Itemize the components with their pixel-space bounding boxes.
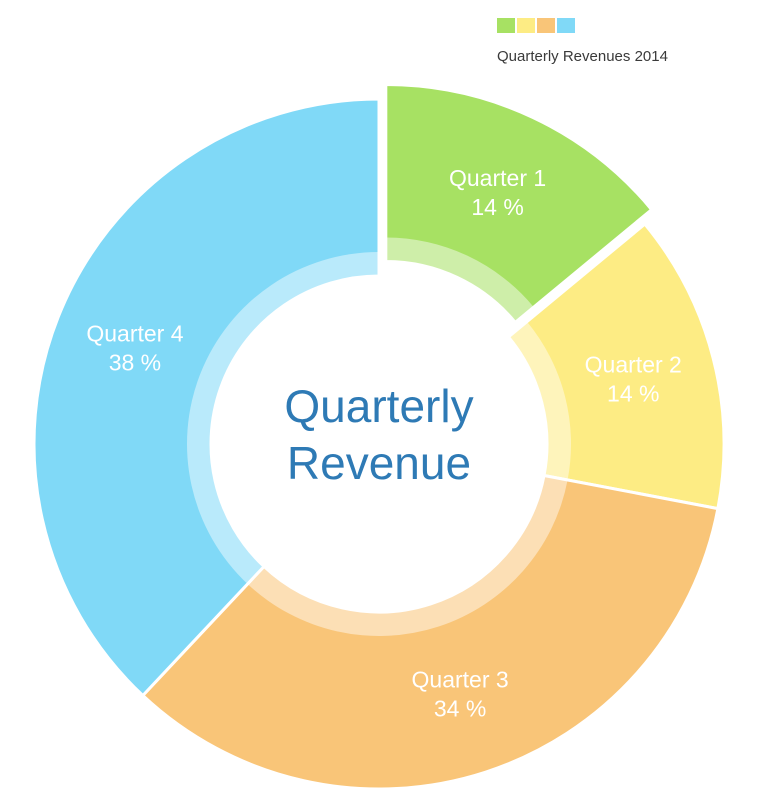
legend-swatches bbox=[497, 18, 668, 33]
pie-slice-quarter-2[interactable]: Quarter 2 14 % bbox=[506, 222, 726, 511]
slice-label-quarter-2: Quarter 2 14 % bbox=[585, 352, 682, 407]
legend-swatch-quarter-4[interactable] bbox=[557, 18, 575, 33]
slice-label-quarter-3: Quarter 3 34 % bbox=[412, 667, 509, 722]
chart-legend: Quarterly Revenues 2014 bbox=[497, 18, 668, 65]
slice-inner-rim bbox=[385, 237, 534, 323]
chart-center-title: Quarterly Revenue bbox=[284, 380, 473, 489]
pie-slice-quarter-3[interactable]: Quarter 3 34 % bbox=[141, 473, 720, 791]
legend-swatch-quarter-2[interactable] bbox=[517, 18, 535, 33]
slice-label-quarter-4: Quarter 4 38 % bbox=[86, 320, 183, 375]
slice-inner-rim bbox=[187, 252, 379, 584]
pie-slice-quarter-4[interactable]: Quarter 4 38 % bbox=[32, 97, 381, 697]
legend-swatch-quarter-3[interactable] bbox=[537, 18, 555, 33]
slice-inner-rim bbox=[508, 321, 571, 480]
legend-title: Quarterly Revenues 2014 bbox=[497, 48, 668, 65]
slice-inner-rim bbox=[247, 475, 568, 636]
slice-label-quarter-1: Quarter 1 14 % bbox=[449, 165, 546, 220]
pie-slice-quarter-1[interactable]: Quarter 1 14 % bbox=[384, 83, 654, 324]
legend-swatch-quarter-1[interactable] bbox=[497, 18, 515, 33]
